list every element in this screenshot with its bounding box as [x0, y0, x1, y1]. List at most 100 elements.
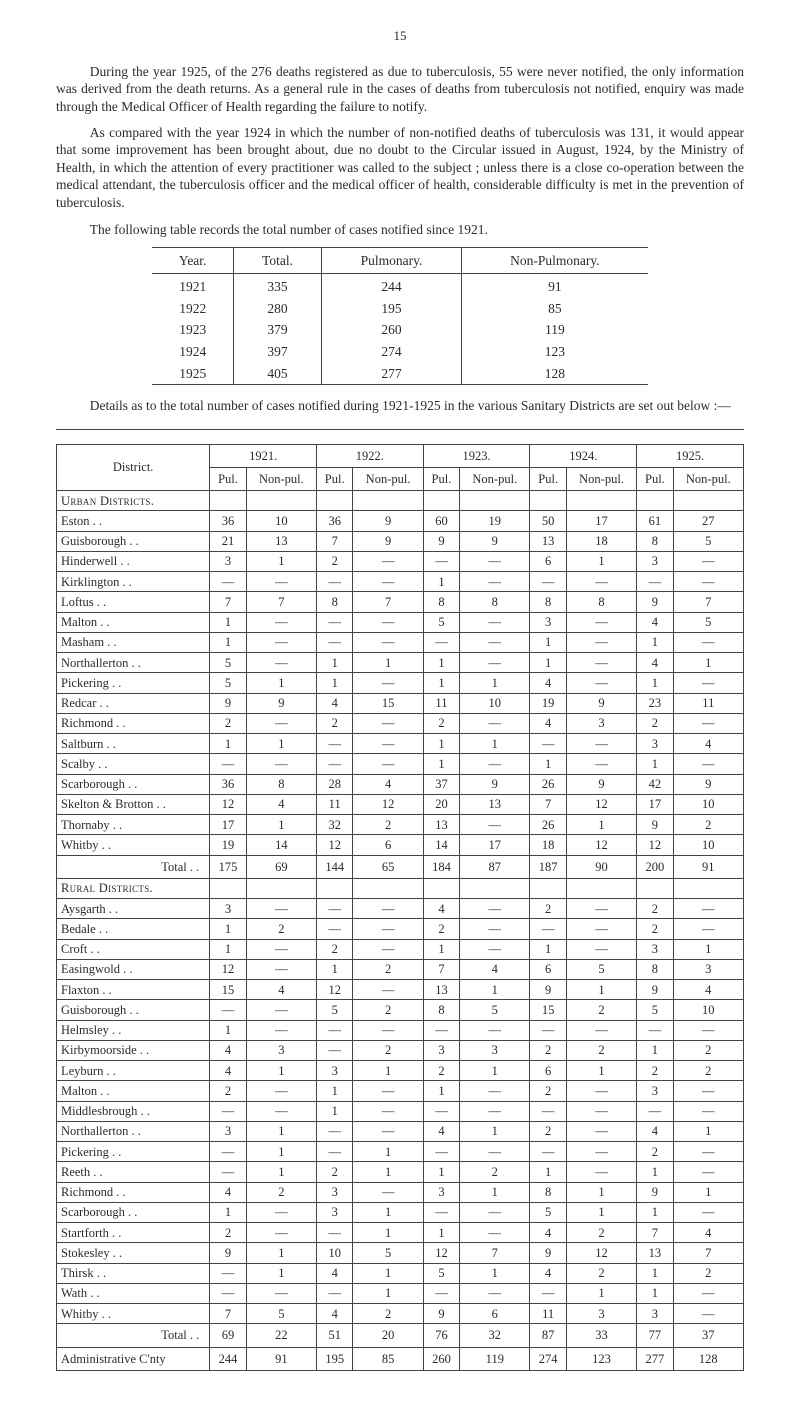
- table-cell: —: [460, 815, 530, 835]
- row-label: Saltburn . .: [57, 734, 210, 754]
- t2-subheader: Pul.: [637, 467, 673, 490]
- table-cell: —: [673, 1020, 743, 1040]
- table-row: 1925405277128: [152, 363, 647, 385]
- table-cell: 1: [460, 980, 530, 1000]
- table-cell: 9: [637, 1182, 673, 1202]
- table-row: Whitby . .7542961133—: [57, 1304, 744, 1324]
- table-cell: 12: [317, 980, 353, 1000]
- table-cell: —: [673, 1304, 743, 1324]
- table-cell: —: [566, 1162, 636, 1182]
- table-cell: 2: [353, 1000, 423, 1020]
- table-cell: 11: [317, 794, 353, 814]
- table-cell: 37: [423, 774, 459, 794]
- table-row: Northallerton . .31——412—41: [57, 1121, 744, 1141]
- row-label: Pickering . .: [57, 1142, 210, 1162]
- table-cell: 15: [530, 1000, 566, 1020]
- table-cell: 1: [673, 939, 743, 959]
- table-cell: [460, 491, 530, 511]
- table-cell: 3: [210, 899, 246, 919]
- table-cell: 9: [210, 1243, 246, 1263]
- table-cell: 1: [246, 551, 316, 571]
- table-cell: 1: [423, 939, 459, 959]
- table-cell: 12: [566, 1243, 636, 1263]
- table-cell: 1: [317, 1081, 353, 1101]
- table-cell: 10: [673, 835, 743, 855]
- table-cell: —: [317, 572, 353, 592]
- table-row: Northallerton . .5—111—1—41: [57, 653, 744, 673]
- table-cell: [353, 878, 423, 898]
- table-cell: 1: [317, 959, 353, 979]
- row-label: Malton . .: [57, 1081, 210, 1101]
- table-cell: 4: [673, 1223, 743, 1243]
- table-cell: 175: [210, 855, 246, 878]
- table-cell: 3: [317, 1202, 353, 1222]
- table-cell: 32: [317, 815, 353, 835]
- table-cell: 1: [673, 653, 743, 673]
- table-cell: —: [673, 551, 743, 571]
- table-cell: 1924: [152, 341, 233, 363]
- table-cell: 8: [530, 592, 566, 612]
- table-cell: —: [423, 1020, 459, 1040]
- table-cell: —: [353, 734, 423, 754]
- table-cell: 1: [423, 1223, 459, 1243]
- table-cell: 1: [460, 1263, 530, 1283]
- table-row: Scarborough . .368284379269429: [57, 774, 744, 794]
- table-cell: 3: [317, 1182, 353, 1202]
- table-cell: 4: [210, 1040, 246, 1060]
- table-cell: 50: [530, 511, 566, 531]
- table-cell: —: [673, 632, 743, 652]
- table-row: Bedale . .12——2———2—: [57, 919, 744, 939]
- table-cell: 36: [317, 511, 353, 531]
- table-cell: 60: [423, 511, 459, 531]
- table-cell: 19: [460, 511, 530, 531]
- table-cell: 20: [353, 1324, 423, 1347]
- table-cell: 7: [423, 959, 459, 979]
- table-row: Redcar . .9941511101992311: [57, 693, 744, 713]
- row-label: Redcar . .: [57, 693, 210, 713]
- table-cell: 4: [460, 959, 530, 979]
- table-cell: 13: [460, 794, 530, 814]
- table-cell: 397: [234, 341, 322, 363]
- table-cell: 9: [423, 531, 459, 551]
- table-cell: 9: [637, 980, 673, 1000]
- table-cell: 8: [423, 592, 459, 612]
- table-cell: 6: [530, 551, 566, 571]
- table-cell: —: [530, 1020, 566, 1040]
- table-cell: 9: [423, 1304, 459, 1324]
- table-cell: —: [246, 1020, 316, 1040]
- table-cell: —: [673, 572, 743, 592]
- row-label: Richmond . .: [57, 713, 210, 733]
- table-cell: [673, 878, 743, 898]
- table-cell: 7: [673, 1243, 743, 1263]
- table-cell: 17: [566, 511, 636, 531]
- t2-subheader: Non-pul.: [246, 467, 316, 490]
- table-cell: 19: [530, 693, 566, 713]
- table-cell: —: [353, 713, 423, 733]
- table-cell: 4: [210, 1061, 246, 1081]
- table-cell: 5: [673, 531, 743, 551]
- table-cell: —: [353, 612, 423, 632]
- table-cell: 12: [353, 794, 423, 814]
- table-cell: 2: [673, 1061, 743, 1081]
- table-cell: —: [460, 1081, 530, 1101]
- table-cell: 1: [210, 1202, 246, 1222]
- table-cell: 2: [210, 1223, 246, 1243]
- table-cell: 1: [353, 1061, 423, 1081]
- table-row: 192133524491: [152, 274, 647, 298]
- table-cell: 4: [637, 612, 673, 632]
- table-cell: 2: [637, 899, 673, 919]
- row-label: Guisborough . .: [57, 1000, 210, 1020]
- table-cell: —: [460, 1101, 530, 1121]
- table-cell: —: [637, 1101, 673, 1121]
- table-cell: 2: [353, 959, 423, 979]
- table-cell: 4: [317, 1304, 353, 1324]
- table-cell: 1: [423, 1081, 459, 1101]
- table-cell: 9: [460, 774, 530, 794]
- table-row: Saltburn . .11——11——34: [57, 734, 744, 754]
- table-cell: 1925: [152, 363, 233, 385]
- table-cell: 5: [353, 1243, 423, 1263]
- table-cell: [246, 878, 316, 898]
- table-cell: —: [317, 1020, 353, 1040]
- table-cell: [530, 491, 566, 511]
- table-row: Guisborough . .21137999131885: [57, 531, 744, 551]
